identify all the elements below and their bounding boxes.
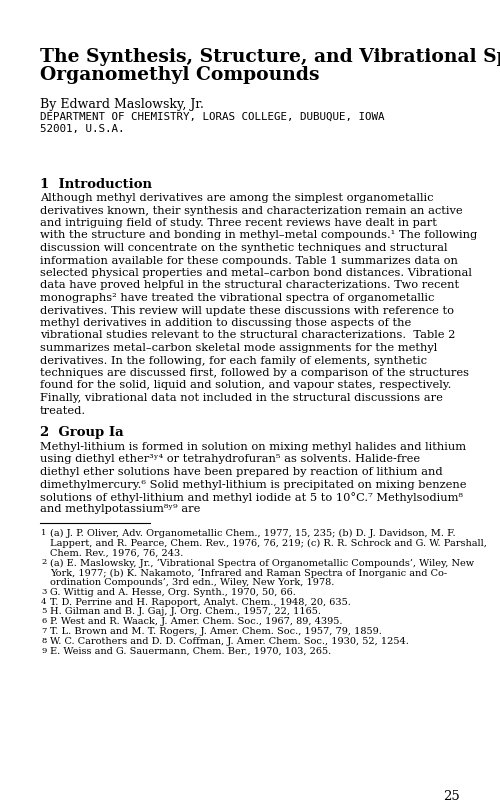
Text: treated.: treated. — [40, 406, 86, 416]
Text: derivatives known, their synthesis and characterization remain an active: derivatives known, their synthesis and c… — [40, 206, 463, 215]
Text: 6: 6 — [41, 617, 46, 625]
Text: 8: 8 — [41, 637, 46, 645]
Text: solutions of ethyl-lithium and methyl iodide at 5 to 10°C.⁷ Methylsodium⁸: solutions of ethyl-lithium and methyl io… — [40, 492, 463, 503]
Text: P. West and R. Waack, J. Amer. Chem. Soc., 1967, 89, 4395.: P. West and R. Waack, J. Amer. Chem. Soc… — [50, 617, 343, 626]
Text: 7: 7 — [41, 627, 46, 635]
Text: data have proved helpful in the structural characterizations. Two recent: data have proved helpful in the structur… — [40, 280, 459, 291]
Text: By Edward Maslowsky, Jr.: By Edward Maslowsky, Jr. — [40, 98, 204, 111]
Text: The Synthesis, Structure, and Vibrational Spectra of: The Synthesis, Structure, and Vibrationa… — [40, 48, 500, 66]
Text: techniques are discussed first, followed by a comparison of the structures: techniques are discussed first, followed… — [40, 368, 469, 378]
Text: (a) E. Maslowsky, Jr., ‘Vibrational Spectra of Organometallic Compounds’, Wiley,: (a) E. Maslowsky, Jr., ‘Vibrational Spec… — [50, 558, 474, 568]
Text: found for the solid, liquid and solution, and vapour states, respectively.: found for the solid, liquid and solution… — [40, 381, 452, 390]
Text: H. Gilman and B. J. Gaj, J. Org. Chem., 1957, 22, 1165.: H. Gilman and B. J. Gaj, J. Org. Chem., … — [50, 608, 321, 616]
Text: 5: 5 — [41, 608, 46, 616]
Text: York, 1977; (b) K. Nakamoto, ‘Infrared and Raman Spectra of Inorganic and Co-: York, 1977; (b) K. Nakamoto, ‘Infrared a… — [50, 568, 447, 578]
Text: Lappert, and R. Pearce, Chem. Rev., 1976, 76, 219; (c) R. R. Schrock and G. W. P: Lappert, and R. Pearce, Chem. Rev., 1976… — [50, 539, 487, 548]
Text: derivatives. In the following, for each family of elements, synthetic: derivatives. In the following, for each … — [40, 356, 427, 365]
Text: T. D. Perrine and H. Rapoport, Analyt. Chem., 1948, 20, 635.: T. D. Perrine and H. Rapoport, Analyt. C… — [50, 598, 351, 607]
Text: 2  Group Ia: 2 Group Ia — [40, 426, 123, 439]
Text: 9: 9 — [41, 646, 46, 654]
Text: (a) J. P. Oliver, Adv. Organometallic Chem., 1977, 15, 235; (b) D. J. Davidson, : (a) J. P. Oliver, Adv. Organometallic Ch… — [50, 529, 456, 538]
Text: ordination Compounds’, 3rd edn., Wiley, New York, 1978.: ordination Compounds’, 3rd edn., Wiley, … — [50, 578, 335, 587]
Text: information available for these compounds. Table 1 summarizes data on: information available for these compound… — [40, 255, 458, 266]
Text: 4: 4 — [41, 598, 46, 606]
Text: diethyl ether solutions have been prepared by reaction of lithium and: diethyl ether solutions have been prepar… — [40, 467, 442, 477]
Text: using diethyl ether³ʸ⁴ or tetrahydrofuran⁵ as solvents. Halide-free: using diethyl ether³ʸ⁴ or tetrahydrofura… — [40, 454, 420, 464]
Text: methyl derivatives in addition to discussing those aspects of the: methyl derivatives in addition to discus… — [40, 318, 411, 328]
Text: Chem. Rev., 1976, 76, 243.: Chem. Rev., 1976, 76, 243. — [50, 548, 184, 557]
Text: 25: 25 — [444, 790, 460, 803]
Text: Organomethyl Compounds: Organomethyl Compounds — [40, 66, 320, 84]
Text: dimethylmercury.⁶ Solid methyl-lithium is precipitated on mixing benzene: dimethylmercury.⁶ Solid methyl-lithium i… — [40, 480, 467, 489]
Text: monographs² have treated the vibrational spectra of organometallic: monographs² have treated the vibrational… — [40, 293, 434, 303]
Text: 1  Introduction: 1 Introduction — [40, 178, 152, 191]
Text: DEPARTMENT OF CHEMISTRY, LORAS COLLEGE, DUBUQUE, IOWA: DEPARTMENT OF CHEMISTRY, LORAS COLLEGE, … — [40, 112, 384, 122]
Text: with the structure and bonding in methyl–metal compounds.¹ The following: with the structure and bonding in methyl… — [40, 231, 477, 241]
Text: Although methyl derivatives are among the simplest organometallic: Although methyl derivatives are among th… — [40, 193, 434, 203]
Text: W. C. Carothers and D. D. Coffman, J. Amer. Chem. Soc., 1930, 52, 1254.: W. C. Carothers and D. D. Coffman, J. Am… — [50, 637, 409, 646]
Text: T. L. Brown and M. T. Rogers, J. Amer. Chem. Soc., 1957, 79, 1859.: T. L. Brown and M. T. Rogers, J. Amer. C… — [50, 627, 382, 636]
Text: G. Wittig and A. Hesse, Org. Synth., 1970, 50, 66.: G. Wittig and A. Hesse, Org. Synth., 197… — [50, 588, 296, 597]
Text: 52001, U.S.A.: 52001, U.S.A. — [40, 124, 124, 134]
Text: derivatives. This review will update these discussions with reference to: derivatives. This review will update the… — [40, 305, 454, 316]
Text: summarizes metal–carbon skeletal mode assignments for the methyl: summarizes metal–carbon skeletal mode as… — [40, 343, 437, 353]
Text: selected physical properties and metal–carbon bond distances. Vibrational: selected physical properties and metal–c… — [40, 268, 472, 278]
Text: vibrational studies relevant to the structural characterizations.  Table 2: vibrational studies relevant to the stru… — [40, 330, 456, 340]
Text: 3: 3 — [41, 588, 46, 596]
Text: and methylpotassium⁸ʸ⁹ are: and methylpotassium⁸ʸ⁹ are — [40, 505, 200, 514]
Text: Finally, vibrational data not included in the structural discussions are: Finally, vibrational data not included i… — [40, 393, 443, 403]
Text: Methyl-lithium is formed in solution on mixing methyl halides and lithium: Methyl-lithium is formed in solution on … — [40, 442, 466, 452]
Text: 1: 1 — [41, 529, 46, 537]
Text: and intriguing field of study. Three recent reviews have dealt in part: and intriguing field of study. Three rec… — [40, 218, 437, 228]
Text: 2: 2 — [41, 558, 46, 566]
Text: E. Weiss and G. Sauermann, Chem. Ber., 1970, 103, 265.: E. Weiss and G. Sauermann, Chem. Ber., 1… — [50, 646, 331, 655]
Text: discussion will concentrate on the synthetic techniques and structural: discussion will concentrate on the synth… — [40, 243, 448, 253]
